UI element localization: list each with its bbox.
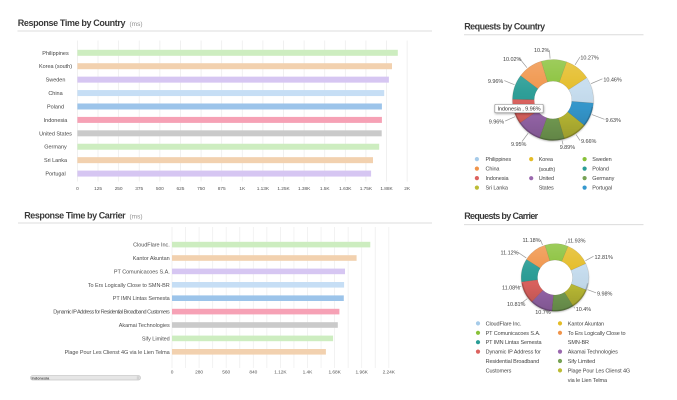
svg-text:Kantor Akuntan: Kantor Akuntan (133, 256, 170, 262)
svg-text:1.63K: 1.63K (339, 186, 352, 192)
svg-text:Residential Broadband: Residential Broadband (486, 359, 540, 365)
svg-text:CloudFlare Inc.: CloudFlare Inc. (133, 243, 170, 249)
svg-text:China: China (48, 91, 63, 97)
svg-text:Indonesia , 9.96%: Indonesia , 9.96% (497, 107, 540, 113)
svg-text:Response Time by Country: Response Time by Country (18, 18, 126, 28)
svg-text:560: 560 (222, 370, 230, 376)
svg-text:9.63%: 9.63% (606, 118, 622, 124)
svg-text:9.96%: 9.96% (488, 79, 504, 85)
svg-text:Portugal: Portugal (592, 186, 612, 192)
svg-text:10.27%: 10.27% (580, 55, 599, 61)
svg-text:1.13K: 1.13K (257, 186, 270, 192)
svg-text:125: 125 (94, 186, 102, 192)
svg-text:10.46%: 10.46% (603, 77, 622, 83)
svg-text:Poland: Poland (47, 104, 64, 110)
svg-text:States: States (539, 186, 554, 192)
svg-text:To Ers Logically Close to: To Ers Logically Close to (568, 331, 626, 337)
svg-text:Sri Lanka: Sri Lanka (44, 158, 68, 164)
svg-text:PT Comunicacoes S.A.: PT Comunicacoes S.A. (114, 269, 170, 275)
svg-text:9.66%: 9.66% (581, 139, 597, 145)
svg-text:Plage Pour Les Clienst 4G: Plage Pour Les Clienst 4G (568, 368, 630, 374)
svg-text:375: 375 (135, 186, 143, 192)
svg-text:Dynamic IP Address for Residen: Dynamic IP Address for Residential Broad… (53, 310, 170, 316)
svg-text:Requests by Country: Requests by Country (464, 21, 545, 31)
svg-text:1.96K: 1.96K (356, 370, 369, 376)
svg-text:0: 0 (171, 370, 174, 376)
svg-text:1.5K: 1.5K (320, 186, 331, 192)
svg-text:United States: United States (39, 131, 72, 137)
svg-text:PT IMN Lintas Semesta: PT IMN Lintas Semesta (486, 340, 543, 346)
svg-text:1.4K: 1.4K (303, 370, 314, 376)
svg-text:Sify Limited: Sify Limited (142, 336, 170, 342)
svg-text:0: 0 (76, 186, 79, 192)
svg-text:11.18%: 11.18% (523, 238, 541, 244)
svg-text:10.81%: 10.81% (507, 302, 526, 308)
svg-text:1.68K: 1.68K (328, 370, 341, 376)
svg-text:Indonesia: Indonesia (486, 176, 510, 182)
svg-text:10.02%: 10.02% (503, 57, 522, 63)
svg-text:2.24K: 2.24K (383, 370, 396, 376)
svg-text:Indonesia: Indonesia (44, 118, 69, 124)
svg-text:CloudFlare Inc.: CloudFlare Inc. (486, 321, 522, 327)
svg-text:Sify Limited: Sify Limited (568, 359, 595, 365)
svg-text:10.2%: 10.2% (534, 48, 550, 54)
svg-text:1.88K: 1.88K (380, 186, 393, 192)
svg-text:Indonesia: Indonesia (32, 377, 51, 381)
svg-text:SMN-BR: SMN-BR (568, 340, 589, 346)
svg-text:Korea (south): Korea (south) (39, 64, 72, 70)
svg-text:Portugal: Portugal (45, 172, 65, 178)
svg-text:1K: 1K (239, 186, 246, 192)
svg-text:625: 625 (177, 186, 185, 192)
svg-text:via le Lien Telma: via le Lien Telma (568, 378, 608, 384)
svg-text:500: 500 (156, 186, 164, 192)
svg-text:9.96%: 9.96% (489, 120, 505, 126)
svg-text:9.89%: 9.89% (560, 145, 576, 151)
svg-text:1.38K: 1.38K (298, 186, 311, 192)
svg-text:250: 250 (115, 186, 123, 192)
svg-text:Requests by Carrier: Requests by Carrier (464, 211, 538, 221)
svg-text:Sweden: Sweden (592, 157, 611, 163)
svg-text:10.7%: 10.7% (535, 310, 551, 316)
svg-text:9.98%: 9.98% (597, 291, 613, 297)
svg-text:750: 750 (197, 186, 205, 192)
svg-text:Germany: Germany (44, 145, 67, 151)
svg-text:China: China (486, 167, 501, 173)
svg-text:To Ers Logically Close to SMN-: To Ers Logically Close to SMN-BR (88, 283, 170, 289)
svg-text:11.93%: 11.93% (568, 239, 586, 245)
svg-text:Germany: Germany (592, 176, 614, 182)
svg-text:11.12%: 11.12% (501, 251, 519, 257)
svg-text:Dynamic IP Address for: Dynamic IP Address for (486, 350, 541, 356)
svg-text:Philippines: Philippines (42, 51, 69, 57)
svg-text:Akamai Technologies: Akamai Technologies (119, 323, 170, 329)
svg-text:Sri Lanka: Sri Lanka (486, 186, 509, 192)
svg-text:2K: 2K (404, 186, 411, 192)
svg-text:9.95%: 9.95% (511, 142, 527, 148)
svg-text:(ms): (ms) (130, 21, 143, 28)
svg-text:280: 280 (195, 370, 203, 376)
svg-text:(south): (south) (539, 167, 556, 173)
svg-text:Customers: Customers (486, 368, 512, 374)
svg-text:875: 875 (218, 186, 226, 192)
svg-text:11.08%: 11.08% (502, 286, 520, 292)
svg-text:10.4%: 10.4% (576, 307, 592, 313)
svg-text:1.12K: 1.12K (274, 370, 287, 376)
svg-text:Korea: Korea (539, 157, 554, 163)
svg-text:Poland: Poland (592, 167, 609, 173)
svg-text:840: 840 (249, 370, 257, 376)
svg-text:Sweden: Sweden (46, 78, 66, 84)
svg-text:12.81%: 12.81% (595, 255, 614, 261)
svg-text:Plage Pour Les Clienst 4G via: Plage Pour Les Clienst 4G via le Lien Te… (65, 350, 171, 356)
svg-text:(ms): (ms) (130, 214, 143, 221)
svg-text:1.75K: 1.75K (360, 186, 373, 192)
svg-text:1.25K: 1.25K (277, 186, 290, 192)
svg-text:Philippines: Philippines (486, 157, 512, 163)
svg-text:Response Time by Carrier: Response Time by Carrier (24, 211, 126, 221)
svg-text:PT IMN Lintas Semesta: PT IMN Lintas Semesta (113, 296, 171, 302)
svg-text:PT Comunicacoes S.A.: PT Comunicacoes S.A. (486, 331, 541, 337)
svg-text:Kantor Akuntan: Kantor Akuntan (568, 321, 604, 327)
svg-text:United: United (539, 176, 554, 182)
svg-text:Akamai Technologies: Akamai Technologies (568, 350, 618, 356)
